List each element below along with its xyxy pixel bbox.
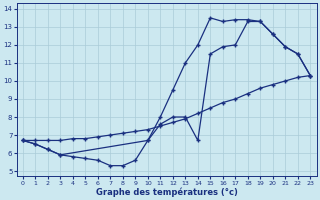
X-axis label: Graphe des températures (°c): Graphe des températures (°c): [96, 187, 237, 197]
